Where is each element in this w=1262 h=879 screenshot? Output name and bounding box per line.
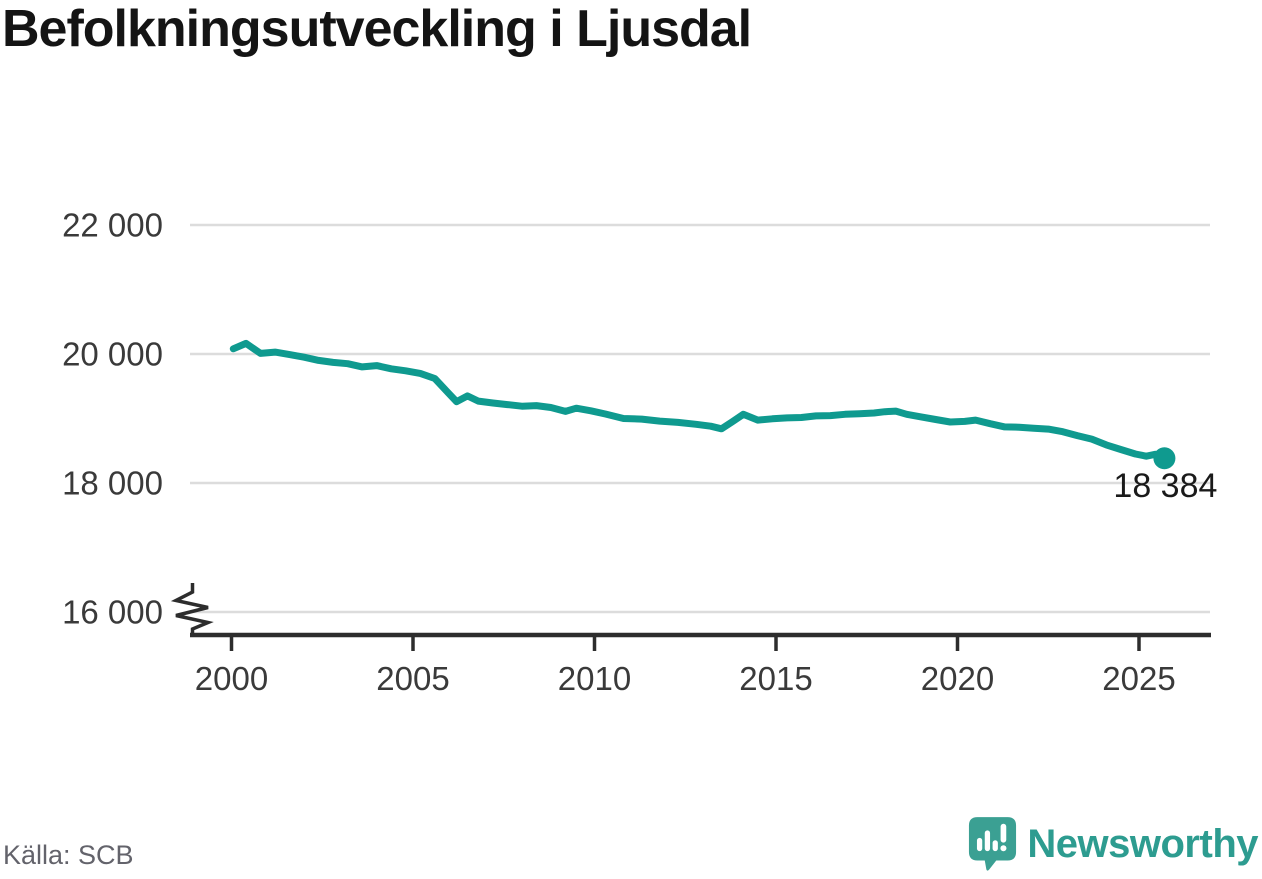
x-axis-tick-label: 2005 — [376, 660, 449, 697]
x-axis-tick-label: 2020 — [921, 660, 994, 697]
brand-name: Newsworthy — [1027, 822, 1258, 866]
speech-bubble-shape — [969, 817, 1017, 871]
bar-icon-medium — [992, 840, 999, 852]
exclamation-bar-icon — [1000, 823, 1007, 843]
axis-layer — [170, 583, 1211, 651]
y-axis-tick-label: 22 000 — [62, 207, 163, 244]
y-axis-tick-label: 18 000 — [62, 465, 163, 502]
x-axis-tick-label: 2010 — [558, 660, 631, 697]
population-line — [229, 339, 1168, 462]
x-axis-tick-label: 2025 — [1102, 660, 1175, 697]
series-end-point — [1153, 447, 1176, 470]
labels-layer: 22 000 20 000 18 000 16 000 2000 2005 2010 2015… — [62, 207, 1217, 698]
newsworthy-speech-bubble-icon — [969, 817, 1017, 871]
bar-icon-short — [977, 837, 983, 852]
y-axis-tick-label: 20 000 — [62, 336, 163, 373]
series-end-value-label: 18 384 — [1113, 467, 1217, 505]
y-axis-break-icon — [170, 583, 214, 635]
exclamation-dot-icon — [1000, 845, 1007, 852]
gridlines-layer — [190, 223, 1210, 614]
bar-icon-tall — [985, 830, 991, 852]
chart-title: Befolkningsutveckling i Ljusdal — [2, 0, 752, 58]
source-credit: Källa: SCB — [3, 840, 134, 870]
series-layer — [229, 339, 1176, 470]
brand-logo: Newsworthy — [968, 816, 1258, 873]
x-axis-tick-label: 2015 — [739, 660, 812, 697]
y-axis-tick-label: 16 000 — [62, 594, 163, 631]
x-axis-tick-label: 2000 — [195, 660, 268, 697]
